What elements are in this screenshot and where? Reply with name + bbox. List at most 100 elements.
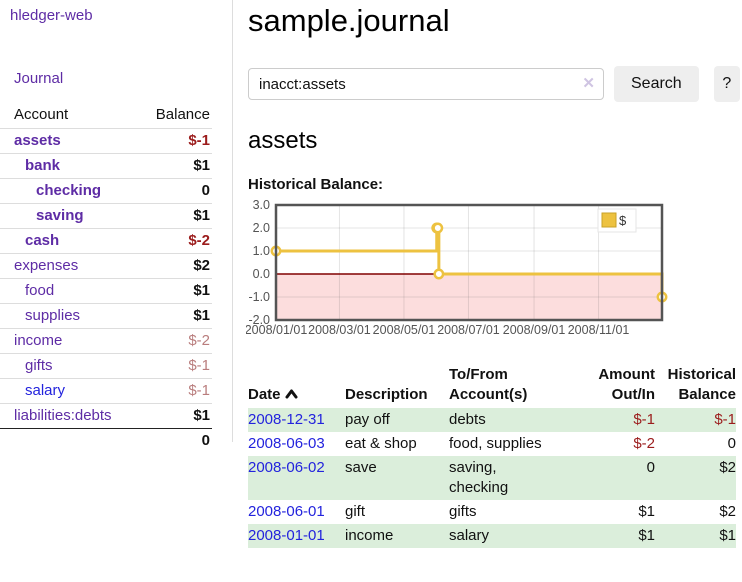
transaction-accounts: food, supplies [449,435,542,452]
transaction-date-link[interactable]: 2008-01-01 [248,527,325,544]
transaction-description: income [345,524,449,548]
transaction-description: pay off [345,408,449,432]
account-balance: $-2 [130,228,212,254]
accounts-table: Account Balance assets $-1 bank $1 checking 0… [0,104,212,453]
transaction-accounts: saving, checking [449,456,589,500]
transaction-amount: 0 [589,456,655,500]
account-row: supplies $1 [0,303,212,329]
transaction-description: save [345,456,449,500]
transaction-accounts: gifts [449,503,477,520]
account-row: salary $-1 [0,378,212,404]
main-content: sample.journal ✕ Search ? assets Histori… [245,0,740,548]
accounts-header-account: Account [14,106,69,123]
transaction-accounts: debts [449,408,589,432]
account-row: cash $-2 [0,228,212,254]
account-balance: 0 [130,178,212,204]
account-link-liabilities-debts[interactable]: liabilities:debts [14,407,112,424]
account-link-bank[interactable]: bank [25,157,61,174]
sidebar: hledger-web Journal Account Balance asse… [0,0,233,453]
transaction-row: 2008-06-01 gift gifts $1 $2 [248,500,736,524]
search-button[interactable]: Search [614,66,699,102]
transaction-row: 2008-01-01 income salary $1 $1 [248,524,736,548]
transaction-amount: $1 [638,503,655,520]
svg-text:2008/11/01: 2008/11/01 [568,323,630,337]
column-header-balance: Historical Balance [667,366,736,403]
accounts-total-row: 0 [0,428,212,453]
account-link-expenses[interactable]: expenses [14,257,79,274]
app-brand-link[interactable]: hledger-web [10,7,93,24]
svg-text:$: $ [619,213,627,228]
transaction-amount: $-2 [633,435,655,452]
historical-balance-chart: $3.0 2.0 1.0 0.0 -1.0 -2.0 2008/01/01 2008/03/0… [245,197,740,347]
column-header-date[interactable]: Date [248,363,345,408]
account-link-assets[interactable]: assets [14,132,61,149]
help-button[interactable]: ? [713,66,740,102]
transaction-date-link[interactable]: 2008-12-31 [248,411,325,428]
account-link-income[interactable]: income [14,332,63,349]
transaction-balance: $1 [655,524,736,548]
account-balance: $-1 [130,378,212,404]
svg-text:2008/09/01: 2008/09/01 [503,323,566,337]
account-balance: $-1 [130,128,212,154]
page-title: sample.journal [248,3,450,38]
svg-text:-2.0: -2.0 [248,313,270,327]
svg-text:2008/05/01: 2008/05/01 [373,323,436,337]
clear-search-icon[interactable]: ✕ [582,75,595,92]
accounts-table-header: Account Balance [0,104,212,129]
svg-text:-1.0: -1.0 [248,290,270,304]
search-box: ✕ [248,68,604,100]
account-link-saving[interactable]: saving [36,207,84,224]
transaction-row: 2008-12-31 pay off debts $-1 $-1 [248,408,736,432]
transaction-balance: $2 [719,503,736,520]
transaction-balance: $-1 [655,408,736,432]
account-row: bank $1 [0,153,212,179]
svg-text:2008/03/01: 2008/03/01 [308,323,371,337]
account-row: saving $1 [0,203,212,229]
svg-text:2.0: 2.0 [253,221,270,235]
account-balance: $-2 [130,328,212,354]
search-form: ✕ Search ? [248,66,740,102]
column-header-amount: Amount Out/In [598,366,655,403]
svg-text:2008/07/01: 2008/07/01 [437,323,500,337]
account-balance: $1 [130,403,212,429]
column-header-description: Description [345,386,428,403]
account-row: income $-2 [0,328,212,354]
account-link-salary[interactable]: salary [25,382,66,399]
column-header-accounts: To/From Account(s) [449,366,528,403]
transaction-amount: $1 [589,524,655,548]
transaction-row: 2008-06-02 save saving, checking 0 $2 [248,456,736,500]
account-balance: $1 [130,153,212,179]
account-balance: $1 [130,203,212,229]
account-heading: assets [248,127,318,154]
account-link-food[interactable]: food [25,282,55,299]
account-link-checking[interactable]: checking [36,182,102,199]
account-row: assets $-1 [0,128,212,154]
account-row: checking 0 [0,178,212,204]
transaction-amount: $-1 [589,408,655,432]
account-row: expenses $2 [0,253,212,279]
account-link-gifts[interactable]: gifts [25,357,53,374]
transaction-accounts: salary [449,524,589,548]
svg-text:0.0: 0.0 [253,267,270,281]
svg-text:1.0: 1.0 [253,244,270,258]
transactions-header-row: Date Description To/From Account(s) Amou… [248,363,736,408]
account-balance: $-1 [130,353,212,379]
svg-text:2008/01/01: 2008/01/01 [246,323,307,337]
accounts-header-balance: Balance [155,106,210,123]
sort-ascending-icon [285,385,298,405]
transaction-date-link[interactable]: 2008-06-03 [248,435,325,452]
transactions-table: Date Description To/From Account(s) Amou… [248,363,736,548]
account-link-cash[interactable]: cash [25,232,60,249]
transaction-date-link[interactable]: 2008-06-02 [248,459,325,476]
transaction-balance: 0 [727,435,736,452]
account-link-supplies[interactable]: supplies [25,307,81,324]
search-input[interactable] [248,68,604,100]
chart-title: Historical Balance: [248,176,384,193]
account-row: food $1 [0,278,212,304]
transaction-date-link[interactable]: 2008-06-01 [248,503,325,520]
transaction-balance: $2 [655,456,736,500]
transaction-row: 2008-06-03 eat & shop food, supplies $-2 0 [248,432,736,456]
account-row: gifts $-1 [0,353,212,379]
transaction-description: gift [345,503,366,520]
sidebar-item-journal[interactable]: Journal [14,70,64,87]
